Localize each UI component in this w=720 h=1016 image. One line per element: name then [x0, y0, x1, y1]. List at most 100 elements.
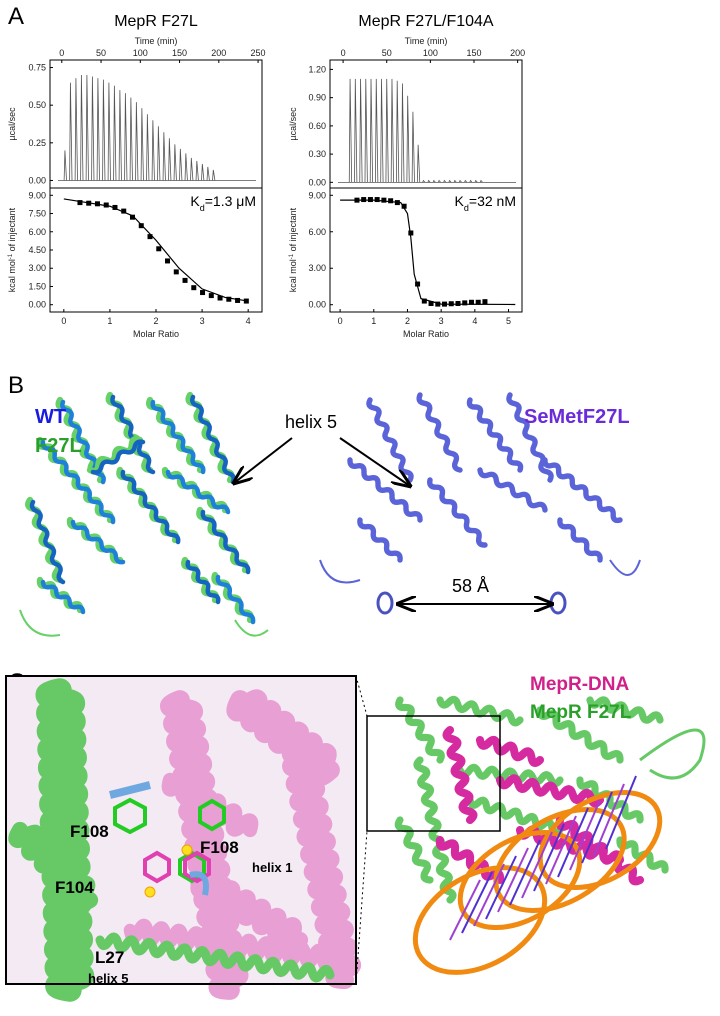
x-tick-label: 3: [439, 316, 444, 326]
x-tick-label: 3: [200, 316, 205, 326]
legend-label: F27L: [35, 435, 82, 457]
legend-label: MepR F27L: [530, 702, 632, 723]
panel-label: A: [8, 3, 24, 30]
helix: [215, 574, 256, 625]
inset-frame: [5, 675, 357, 985]
helix: [427, 477, 488, 548]
helix: [282, 751, 362, 989]
plot-frame: [329, 187, 523, 313]
data-point: [129, 214, 135, 220]
clash-star: [181, 844, 193, 856]
y-tick-label: 0.00: [28, 175, 46, 185]
dna-base: [605, 775, 637, 850]
injection-peak: [195, 160, 199, 181]
injection-peak: [168, 138, 172, 181]
injection-peak: [396, 80, 400, 183]
dna-base: [449, 879, 481, 941]
annotation-part: d: [464, 203, 469, 213]
injection-peak: [364, 78, 368, 183]
x-axis-label: Time (min): [135, 36, 178, 46]
y-tick-label: 9.00: [308, 190, 326, 200]
data-point: [121, 208, 127, 214]
fit-line: [63, 198, 249, 302]
x-tick-label: 0: [341, 48, 346, 58]
y-tick-label: 3.00: [28, 263, 46, 273]
injection-peak: [146, 114, 150, 181]
protein-structures-b: [19, 391, 641, 637]
injection-peak: [151, 120, 155, 181]
helix-end: [376, 591, 394, 615]
fit-line: [340, 199, 516, 306]
annotation-part: d: [200, 203, 205, 213]
helix: [29, 499, 66, 585]
data-point: [455, 300, 461, 306]
data-point: [408, 230, 414, 236]
data-point: [217, 295, 223, 301]
dna-backbone: [412, 865, 548, 975]
clash-star: [144, 886, 156, 898]
dna-base: [533, 823, 565, 892]
annotation: Kd=32 nM: [455, 193, 516, 213]
injection-peak: [458, 179, 462, 183]
side-chain: [143, 850, 211, 884]
y-tick-label: 0.00: [308, 177, 326, 187]
injection-peak: [448, 179, 452, 183]
data-point: [156, 246, 162, 252]
helix: [436, 695, 524, 727]
helix: [506, 392, 554, 483]
data-point: [381, 197, 387, 203]
data-point: [388, 198, 394, 204]
helix: [557, 517, 603, 563]
injection-peak: [348, 78, 353, 183]
injection-peak: [437, 179, 441, 183]
helix: [8, 821, 99, 912]
helix: [40, 579, 86, 615]
y-tick-label: 3.00: [308, 263, 326, 273]
injection-peak: [107, 82, 111, 181]
dna-base: [461, 871, 493, 934]
injection-peak: [385, 78, 389, 183]
data-point: [421, 298, 427, 304]
panel-label: B: [8, 372, 24, 399]
helix: [416, 392, 463, 473]
y-tick-label: 7.50: [28, 209, 46, 219]
y-tick-label: 0.00: [28, 300, 46, 310]
helix: [442, 725, 478, 825]
injection-peak: [380, 78, 384, 183]
helix: [435, 835, 505, 885]
injection-peak: [69, 82, 73, 181]
injection-peak: [212, 169, 216, 181]
dna-base: [521, 831, 553, 899]
y-tick-label: 6.00: [308, 227, 326, 237]
x-tick-label: 100: [133, 48, 148, 58]
injection-peak: [206, 166, 210, 181]
residue-label: F108: [70, 822, 109, 841]
helix: [466, 397, 524, 473]
data-point: [138, 223, 144, 229]
y-axis-label-part: kcal mol: [288, 259, 298, 292]
data-point: [428, 300, 434, 306]
y-axis-label: µcal/sec: [7, 107, 17, 141]
y-tick-label: 0.25: [28, 138, 46, 148]
legend-label: MepR-DNA: [530, 674, 629, 695]
y-axis-label-part: -1: [289, 253, 295, 259]
y-tick-label: 0.60: [308, 121, 326, 131]
injection-peak: [85, 75, 89, 181]
data-point: [103, 202, 109, 208]
x-tick-label: 50: [382, 48, 392, 58]
annotation: Kd=1.3 μM: [190, 193, 256, 213]
dna-base: [497, 847, 529, 913]
helix: [86, 435, 144, 475]
data-point: [191, 285, 197, 291]
injection-peak: [469, 179, 473, 183]
injection-peak: [63, 150, 67, 181]
dna-backbone: [493, 807, 627, 913]
dna-base: [509, 839, 541, 906]
x-tick-label: 2: [153, 316, 158, 326]
helix: [357, 517, 403, 563]
injection-peak: [74, 78, 78, 181]
helix: [95, 932, 335, 983]
arrow: [234, 437, 293, 483]
x-tick-label: 100: [423, 48, 438, 58]
residue-label: L27: [95, 948, 124, 967]
